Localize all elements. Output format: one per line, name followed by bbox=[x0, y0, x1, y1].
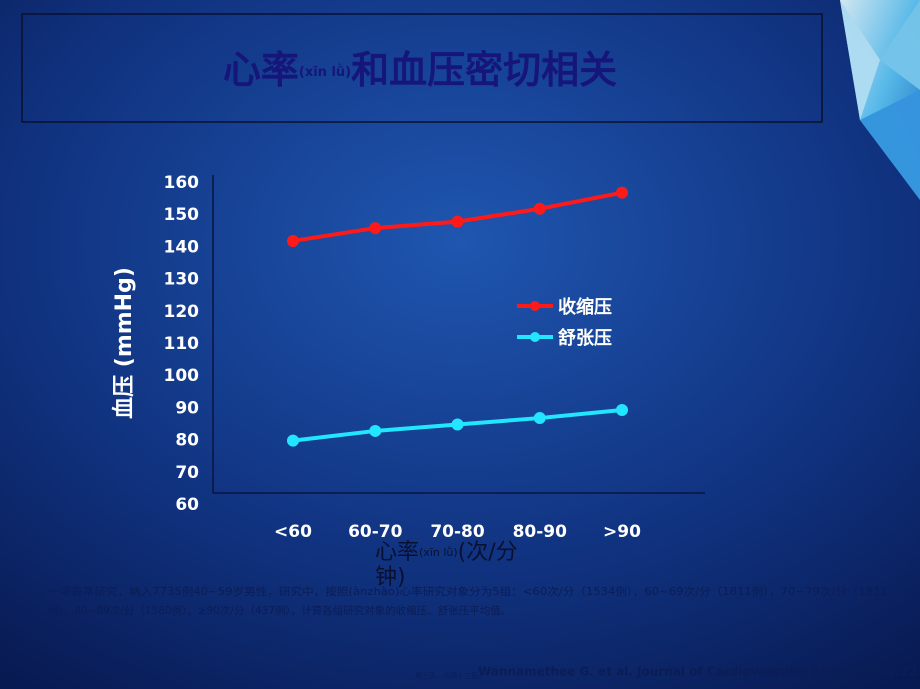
data-point bbox=[616, 404, 628, 417]
y-tick-label: 80 bbox=[175, 431, 199, 451]
page-number: 第三页，共四十三页。 bbox=[415, 671, 485, 680]
legend-marker bbox=[530, 332, 540, 342]
citation: Wannamethee G. et al. Journal of Cardiov… bbox=[478, 665, 920, 679]
data-point bbox=[451, 215, 464, 228]
y-tick-label: 60 bbox=[175, 495, 199, 515]
x-tick-label: <60 bbox=[274, 522, 312, 542]
x-tick-label: 70-80 bbox=[430, 522, 485, 542]
y-tick-label: 140 bbox=[164, 237, 200, 257]
y-tick-label: 110 bbox=[164, 334, 200, 354]
legend-marker bbox=[530, 301, 540, 311]
data-point bbox=[287, 434, 299, 447]
data-point bbox=[616, 186, 628, 199]
y-tick-label: 90 bbox=[175, 398, 199, 418]
y-tick-label: 160 bbox=[164, 173, 200, 193]
title-part: 和血压密切相关 bbox=[351, 48, 617, 92]
y-tick-label: 130 bbox=[164, 270, 200, 290]
data-point bbox=[369, 424, 382, 437]
x-axis-label-part: 钟) bbox=[375, 565, 406, 590]
title-box bbox=[21, 13, 823, 123]
footnote-line: 例），80~89次/分（1580例），≥90次/分（437例），计算各组研究对象… bbox=[48, 604, 511, 617]
y-tick-label: 100 bbox=[164, 366, 200, 386]
data-point bbox=[287, 234, 299, 247]
x-axis-label-part: (xīn lǜ) bbox=[419, 546, 458, 559]
x-tick-label: 60-70 bbox=[348, 522, 403, 542]
diamond-decoration bbox=[840, 0, 920, 200]
data-point bbox=[533, 202, 546, 215]
data-point bbox=[451, 418, 464, 431]
x-axis-label-part: 心率 bbox=[375, 540, 419, 565]
data-point bbox=[369, 222, 382, 235]
y-tick-label: 150 bbox=[164, 205, 200, 225]
legend-label: 舒张压 bbox=[558, 327, 612, 349]
data-point bbox=[533, 412, 546, 425]
x-tick-label: >90 bbox=[603, 522, 641, 542]
x-tick-label: 80-90 bbox=[513, 522, 568, 542]
legend-label: 收缩压 bbox=[558, 296, 612, 318]
title-pinyin: (xīn lǜ) bbox=[299, 64, 351, 80]
y-axis-label: 血压 (mmHg) bbox=[111, 267, 137, 419]
x-axis-label: 心率(xīn lǜ)(次/分 bbox=[375, 540, 518, 565]
y-tick-label: 120 bbox=[164, 302, 200, 322]
title-part: 心率 bbox=[223, 48, 299, 92]
footnote-line: 一项荟萃研究，纳入7735例40~59岁男性，研究中，按照(ànzhào)心率研… bbox=[48, 585, 888, 598]
y-tick-label: 70 bbox=[175, 463, 199, 483]
chart: 60 70 80 90 100 110 120 130 140 150 160 <60 60-70 70-… bbox=[111, 173, 705, 590]
slide-title: 心率(xīn lǜ)和血压密切相关 bbox=[223, 48, 617, 92]
x-axis-label-part: (次/分 bbox=[458, 540, 518, 565]
